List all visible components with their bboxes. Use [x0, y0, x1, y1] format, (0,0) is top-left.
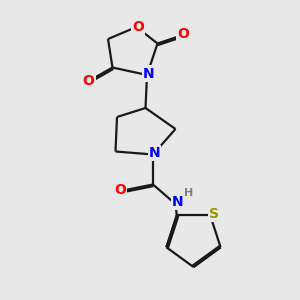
Text: O: O	[82, 74, 94, 88]
Text: N: N	[172, 195, 184, 208]
Text: O: O	[132, 20, 144, 34]
Text: N: N	[149, 146, 160, 160]
Text: O: O	[177, 28, 189, 41]
Text: O: O	[114, 184, 126, 197]
Text: N: N	[143, 67, 154, 80]
Text: H: H	[184, 188, 194, 199]
Text: S: S	[209, 207, 219, 221]
